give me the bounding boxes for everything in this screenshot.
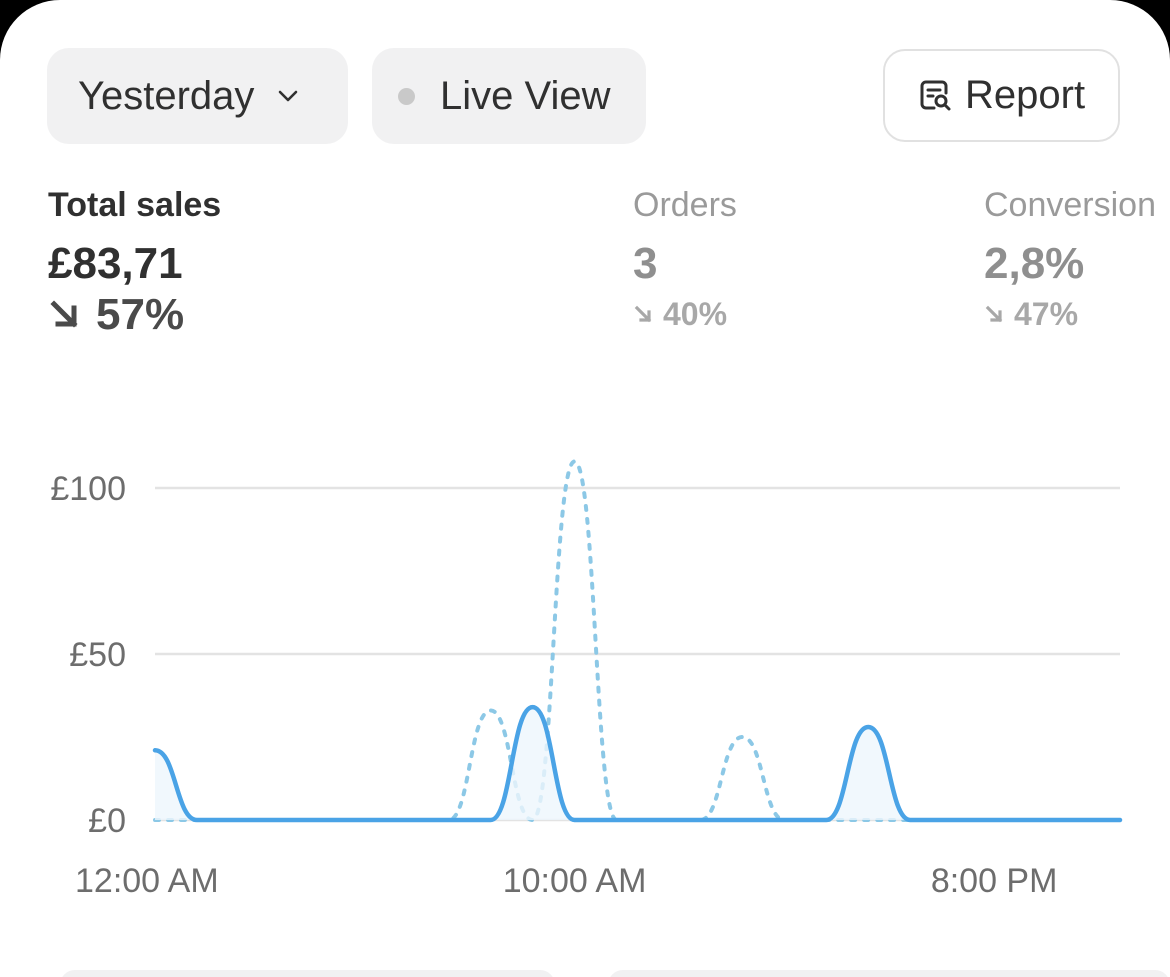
live-view-button[interactable]: Live View	[372, 48, 646, 144]
report-search-icon	[920, 80, 951, 110]
live-view-label: Live View	[440, 73, 611, 118]
arrow-down-right-icon	[50, 300, 78, 328]
primary-series-area	[155, 707, 1120, 820]
arrow-down-right-icon	[634, 305, 652, 323]
y-tick-label: £100	[50, 470, 126, 508]
bottom-card-left[interactable]	[60, 970, 555, 977]
metric-value: £83,71	[48, 239, 183, 288]
metric-conversion[interactable]: Conversion 2,8% 47%	[984, 185, 1156, 337]
date-range-dropdown[interactable]: Yesterday	[47, 48, 348, 144]
report-button[interactable]: Report	[883, 49, 1120, 142]
metric-change: 47%	[984, 291, 1156, 337]
arrow-down-right-icon	[985, 305, 1003, 323]
metric-change: 57%	[48, 292, 221, 338]
y-tick-label: £0	[88, 802, 126, 840]
metric-change: 40%	[633, 291, 737, 337]
chevron-down-icon	[279, 90, 298, 102]
metric-label: Conversion	[984, 186, 1156, 224]
metric-total-sales[interactable]: Total sales £83,71 57%	[48, 185, 221, 338]
y-tick-label: £50	[69, 636, 126, 674]
metric-change-value: 47%	[1014, 296, 1079, 332]
primary-series-line	[152, 704, 1123, 823]
metric-label: Orders	[633, 186, 737, 224]
x-tick-label: 8:00 PM	[931, 862, 1058, 900]
metric-change-value: 40%	[663, 296, 728, 332]
dot-icon	[398, 87, 415, 105]
report-label: Report	[965, 73, 1086, 117]
metric-value: 3	[633, 239, 658, 288]
date-range-label: Yesterday	[78, 73, 255, 118]
metric-label: Total sales	[48, 186, 222, 224]
x-tick-label: 12:00 AM	[75, 862, 219, 900]
metric-change-value: 57%	[96, 290, 185, 339]
metric-value: 2,8%	[984, 239, 1085, 288]
x-tick-label: 10:00 AM	[503, 862, 647, 900]
bottom-card-right[interactable]	[608, 970, 1170, 977]
sales-line-chart: £100 £50 £0 12:00 AM 10:00 AM 8:00 PM	[50, 459, 1123, 900]
comparison-series-line	[153, 459, 1122, 823]
metric-orders[interactable]: Orders 3 40%	[633, 185, 737, 337]
